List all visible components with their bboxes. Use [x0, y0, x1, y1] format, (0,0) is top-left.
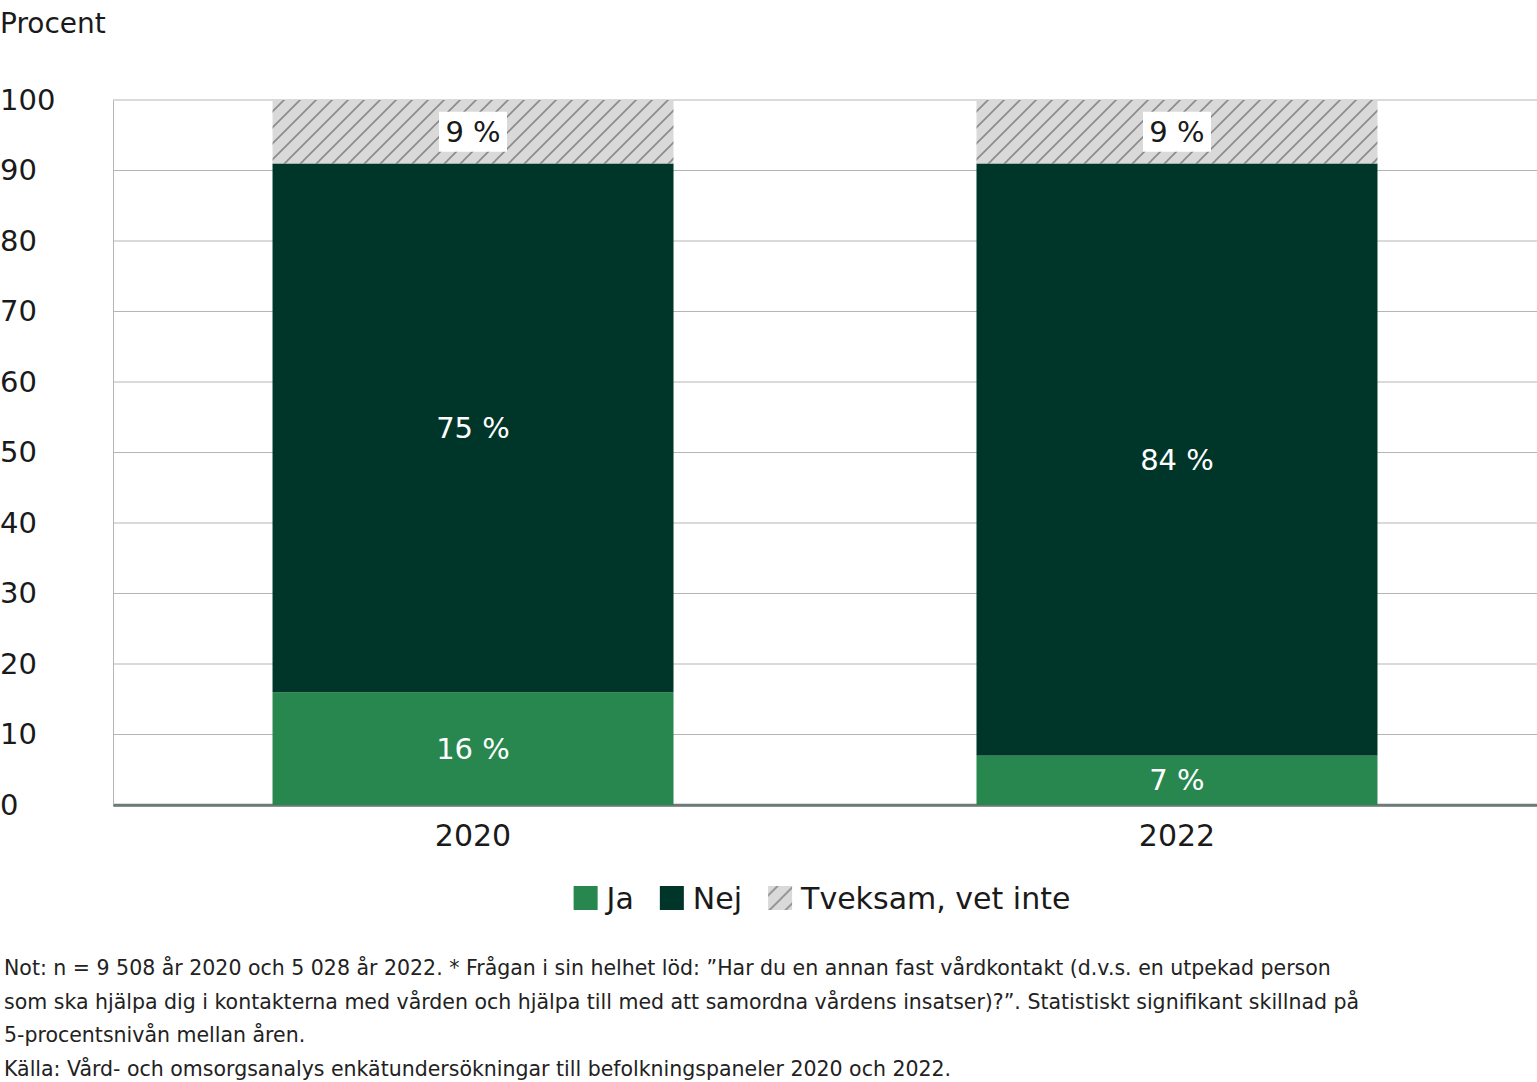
y-tick-label: 80 — [0, 224, 37, 258]
x-tick-label: 2020 — [435, 818, 511, 853]
note: Källa: Vård- och omsorgsanalys enkätunde… — [4, 1056, 951, 1081]
notes: Not: n = 9 508 år 2020 och 5 028 år 2022… — [4, 955, 1359, 1081]
y-tick: 60 — [0, 365, 113, 399]
label-box — [1143, 112, 1211, 152]
legend-swatch — [660, 886, 684, 910]
data-labels: 16 % 7 % 75 % 84 % 9 % 9 % — [436, 112, 1214, 798]
y-tick: 40 — [0, 506, 113, 540]
note: 5-procentsnivån mellan åren. — [4, 1022, 305, 1047]
note: Not: n = 9 508 år 2020 och 5 028 år 2022… — [4, 955, 1331, 980]
data-label: 9 % — [1149, 115, 1204, 149]
data-label: 7 % — [1149, 763, 1204, 797]
y-tick-label: 100 — [0, 83, 55, 117]
data-label: 16 % — [436, 732, 510, 766]
y-tick-label: 50 — [0, 435, 37, 469]
y-tick-label: 90 — [0, 153, 37, 187]
y-tick: 90 — [0, 153, 113, 187]
y-tick-label: 70 — [0, 294, 37, 328]
bar-segment — [976, 100, 1377, 163]
y-axis-title: Procent — [0, 7, 106, 40]
x-tick: 2020 — [435, 805, 511, 853]
bars — [273, 100, 1378, 805]
y-axis: 0 10 20 30 40 50 60 70 80 90 100 — [0, 83, 114, 822]
chart: 0 10 20 30 40 50 60 70 80 90 100 Procent 2020 2022 16 … — [0, 0, 1537, 1082]
legend-label: Nej — [693, 881, 742, 916]
grid — [113, 100, 1537, 805]
legend-item: Nej — [660, 881, 742, 916]
bar-segment — [273, 692, 674, 805]
legend-item: Tveksam, vet inte — [768, 881, 1070, 916]
y-tick-label: 10 — [0, 717, 37, 751]
y-tick: 100 — [0, 83, 113, 117]
bar-segment — [273, 163, 674, 692]
y-tick-label: 40 — [0, 506, 37, 540]
bar-segment — [273, 100, 674, 163]
y-tick: 20 — [0, 647, 113, 681]
data-label: 9 % — [445, 115, 500, 149]
bar-segment — [976, 163, 1377, 755]
legend-label: Tveksam, vet inte — [800, 881, 1070, 916]
legend-swatch — [768, 886, 792, 910]
y-axis-line — [113, 101, 114, 806]
y-tick-label: 0 — [0, 788, 18, 822]
legend-item: Ja — [574, 881, 634, 916]
y-tick-label: 60 — [0, 365, 37, 399]
data-label: 84 % — [1140, 443, 1214, 477]
legend-label: Ja — [605, 881, 634, 916]
note: som ska hjälpa dig i kontakterna med vår… — [4, 989, 1359, 1014]
y-tick: 0 — [0, 788, 113, 822]
y-tick-label: 20 — [0, 647, 37, 681]
label-box — [439, 112, 507, 152]
legend: Ja Nej Tveksam, vet inte — [574, 881, 1071, 916]
y-tick-label: 30 — [0, 576, 37, 610]
data-label: 75 % — [436, 411, 510, 445]
x-tick: 2022 — [1139, 805, 1215, 853]
y-tick: 50 — [0, 435, 113, 469]
y-tick: 70 — [0, 294, 113, 328]
x-tick-label: 2022 — [1139, 818, 1215, 853]
bar-segment — [976, 756, 1377, 805]
y-tick: 30 — [0, 576, 113, 610]
legend-swatch — [574, 886, 598, 910]
x-axis: 2020 2022 — [114, 805, 1537, 853]
y-tick: 80 — [0, 224, 113, 258]
y-tick: 10 — [0, 717, 113, 751]
